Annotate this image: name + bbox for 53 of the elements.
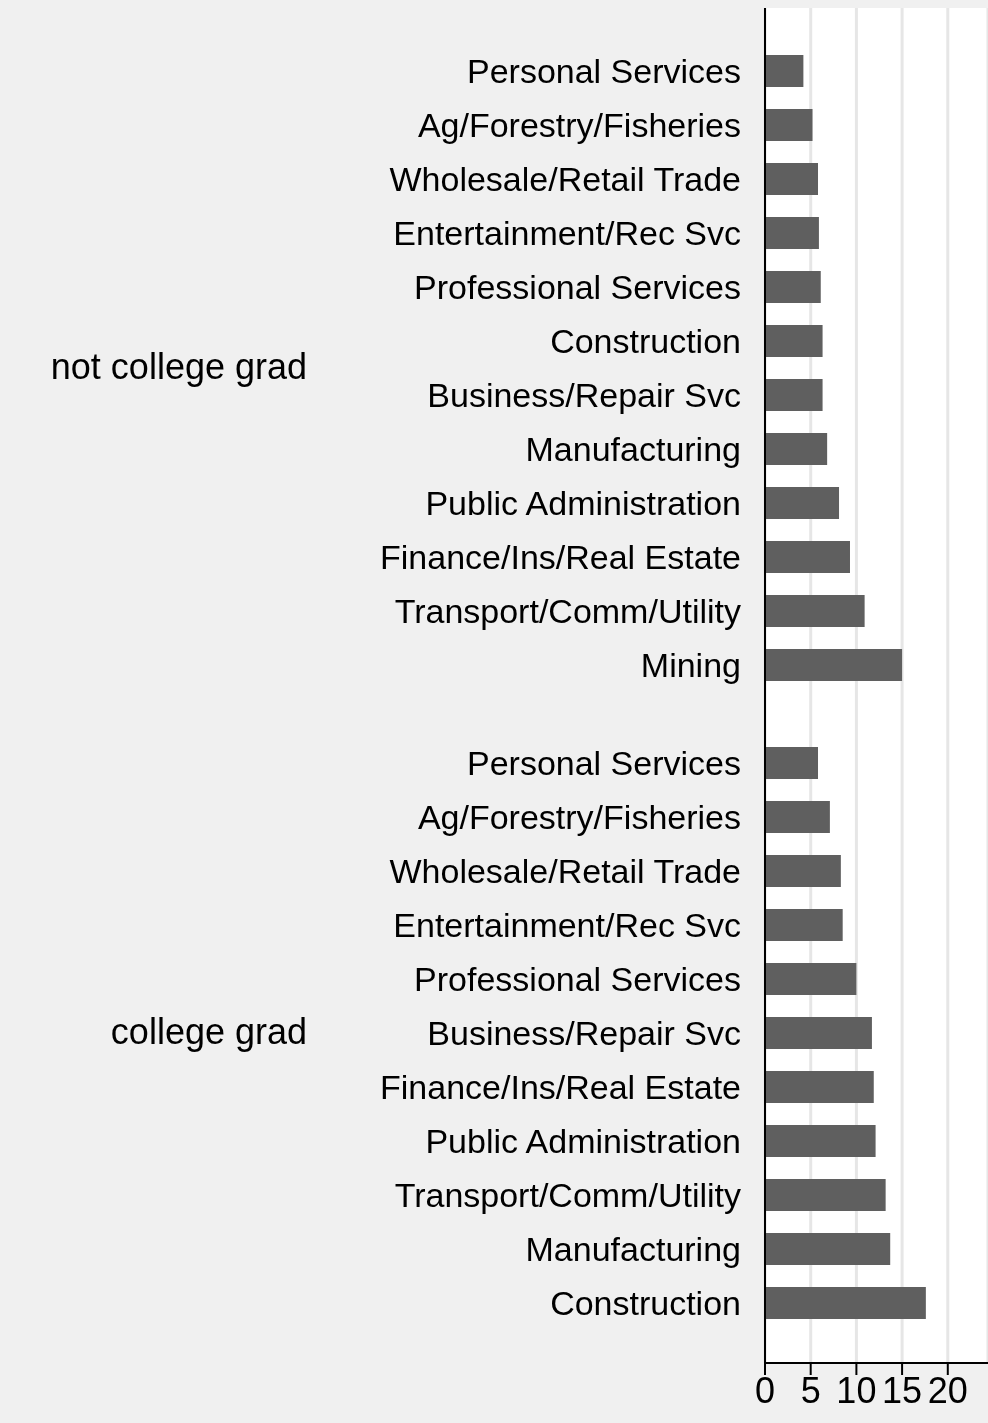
bar	[765, 163, 819, 195]
bar	[765, 801, 830, 833]
y-axis-title: college grad	[110, 1011, 307, 1053]
bar	[765, 55, 804, 87]
bar	[765, 855, 841, 887]
y-tick-label: Construction	[550, 322, 741, 361]
y-tick-label: Wholesale/Retail Trade	[389, 160, 741, 199]
y-tick-label: Mining	[640, 646, 741, 685]
bar	[765, 1125, 876, 1157]
x-tick-label: 0	[754, 1369, 776, 1411]
bar	[765, 1287, 926, 1319]
y-tick-label: Manufacturing	[525, 430, 741, 469]
y-tick-label: Entertainment/Rec Svc	[393, 906, 741, 945]
bar	[765, 109, 813, 141]
bar	[765, 541, 850, 573]
y-tick-label: Professional Services	[414, 960, 741, 999]
x-tick-label: 10	[836, 1369, 877, 1411]
bar	[765, 217, 819, 249]
y-tick-label: Professional Services	[414, 268, 741, 307]
x-tick-label: 5	[800, 1369, 821, 1411]
y-tick-label: Manufacturing	[525, 1230, 741, 1269]
y-tick-label: Construction	[550, 1284, 741, 1323]
bar	[765, 1179, 886, 1211]
bar	[765, 1071, 874, 1103]
bar	[765, 963, 857, 995]
bar	[765, 595, 865, 627]
y-tick-label: Ag/Forestry/Fisheries	[417, 798, 741, 837]
bar	[765, 909, 843, 941]
y-tick-label: Finance/Ins/Real Estate	[380, 538, 741, 577]
y-tick-label: Business/Repair Svc	[427, 1014, 741, 1053]
bar	[765, 433, 828, 465]
bar	[765, 325, 823, 357]
y-tick-label: Personal Services	[466, 52, 741, 91]
y-tick-label: Public Administration	[425, 1122, 741, 1161]
bar	[765, 649, 903, 681]
y-tick-label: Transport/Comm/Utility	[394, 592, 741, 631]
bar	[765, 271, 821, 303]
y-tick-label: Personal Services	[466, 744, 741, 783]
y-tick-label: Finance/Ins/Real Estate	[380, 1068, 741, 1107]
y-tick-label: Transport/Comm/Utility	[394, 1176, 741, 1215]
y-tick-label: Public Administration	[425, 484, 741, 523]
y-tick-label: Business/Repair Svc	[427, 376, 741, 415]
bar	[765, 1233, 891, 1265]
x-tick-label: 20	[927, 1369, 968, 1411]
bar	[765, 487, 840, 519]
y-axis-title: not college grad	[50, 346, 307, 388]
bar	[765, 747, 819, 779]
bar	[765, 1017, 872, 1049]
bar	[765, 379, 823, 411]
y-tick-label: Ag/Forestry/Fisheries	[417, 106, 741, 145]
y-tick-label: Entertainment/Rec Svc	[393, 214, 741, 253]
y-tick-label: Wholesale/Retail Trade	[389, 852, 741, 891]
x-tick-label: 15	[882, 1369, 923, 1411]
